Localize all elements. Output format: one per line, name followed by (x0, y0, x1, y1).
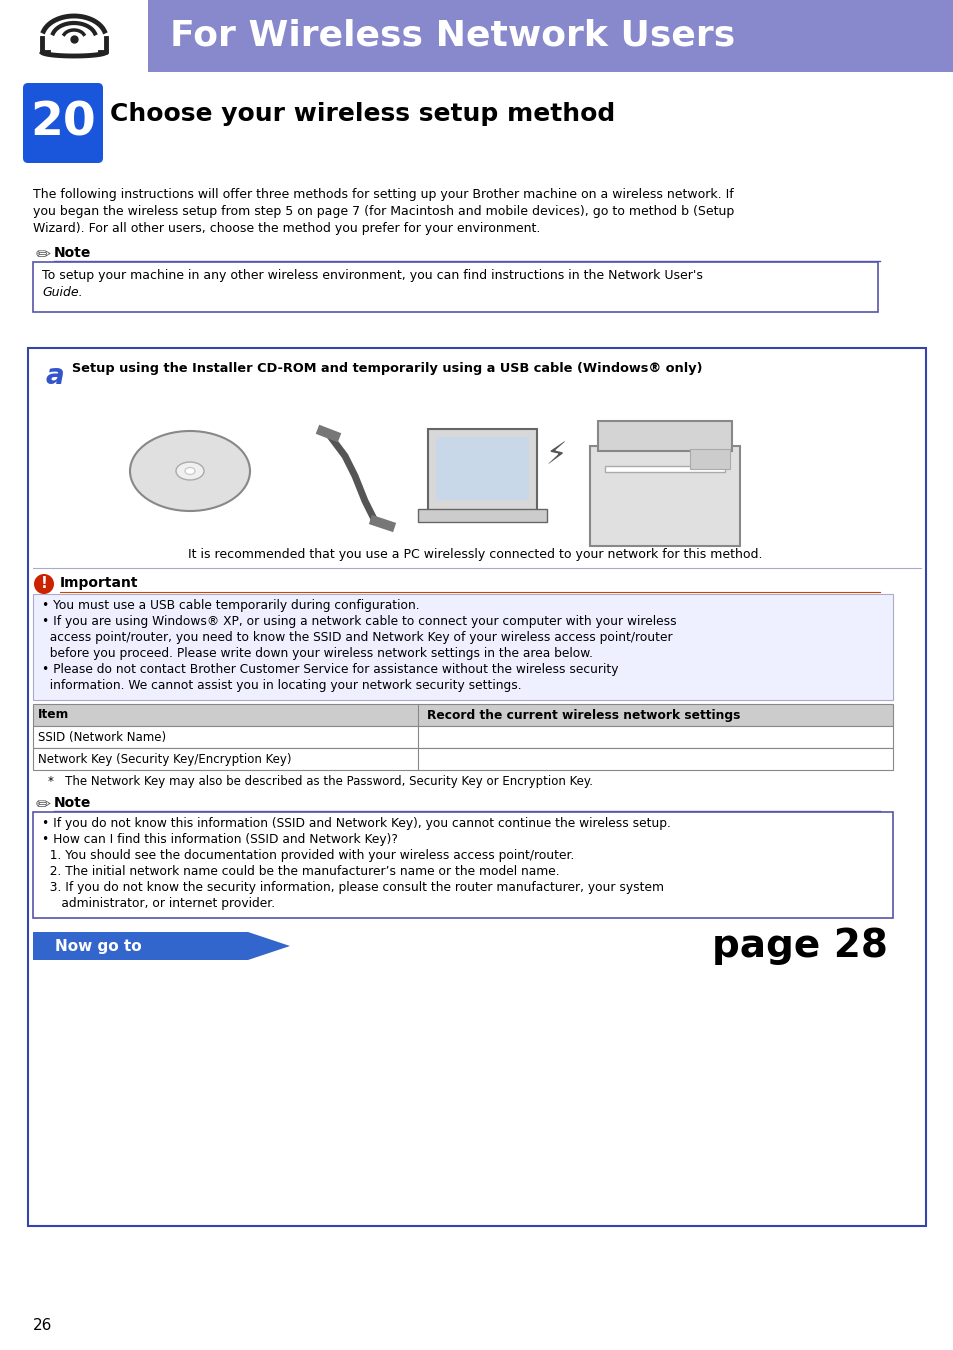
Ellipse shape (175, 462, 204, 481)
Text: administrator, or internet provider.: administrator, or internet provider. (42, 896, 274, 910)
Text: !: ! (41, 576, 48, 591)
Text: It is recommended that you use a PC wirelessly connected to your network for thi: It is recommended that you use a PC wire… (188, 548, 761, 562)
Text: SSID (Network Name): SSID (Network Name) (38, 730, 166, 744)
FancyBboxPatch shape (428, 429, 537, 512)
FancyBboxPatch shape (33, 703, 892, 726)
Text: The following instructions will offer three methods for setting up your Brother : The following instructions will offer th… (33, 188, 733, 201)
FancyBboxPatch shape (33, 748, 892, 770)
Ellipse shape (185, 467, 194, 474)
Text: Setup using the Installer CD-ROM and temporarily using a USB cable (Windows® onl: Setup using the Installer CD-ROM and tem… (71, 362, 701, 375)
Text: Choose your wireless setup method: Choose your wireless setup method (110, 103, 615, 126)
Text: Item: Item (38, 709, 70, 721)
FancyBboxPatch shape (33, 262, 877, 312)
FancyBboxPatch shape (33, 931, 248, 960)
Text: page 28: page 28 (711, 927, 887, 965)
FancyBboxPatch shape (604, 466, 724, 472)
FancyBboxPatch shape (28, 348, 925, 1226)
Text: before you proceed. Please write down your wireless network settings in the area: before you proceed. Please write down yo… (42, 647, 593, 660)
Text: • If you are using Windows® XP, or using a network cable to connect your compute: • If you are using Windows® XP, or using… (42, 616, 676, 628)
Text: 2. The initial network name could be the manufacturer’s name or the model name.: 2. The initial network name could be the… (42, 865, 559, 878)
FancyBboxPatch shape (23, 82, 103, 163)
Text: Record the current wireless network settings: Record the current wireless network sett… (427, 709, 740, 721)
FancyBboxPatch shape (417, 509, 546, 522)
Text: Now go to: Now go to (55, 938, 141, 953)
Text: Note: Note (54, 246, 91, 261)
FancyBboxPatch shape (436, 437, 529, 500)
FancyBboxPatch shape (0, 0, 148, 72)
Text: For Wireless Network Users: For Wireless Network Users (170, 19, 735, 53)
FancyBboxPatch shape (598, 421, 731, 451)
Text: ✏: ✏ (36, 246, 51, 265)
Text: To setup your machine in any other wireless environment, you can find instructio: To setup your machine in any other wirel… (42, 269, 702, 282)
Text: *   The Network Key may also be described as the Password, Security Key or Encry: * The Network Key may also be described … (48, 775, 593, 788)
Text: information. We cannot assist you in locating your network security settings.: information. We cannot assist you in loc… (42, 679, 521, 693)
Text: a: a (46, 362, 65, 390)
FancyBboxPatch shape (148, 0, 953, 72)
Text: Important: Important (60, 576, 138, 590)
Text: access point/router, you need to know the SSID and Network Key of your wireless : access point/router, you need to know th… (42, 630, 672, 644)
Text: • How can I find this information (SSID and Network Key)?: • How can I find this information (SSID … (42, 833, 397, 846)
Text: Guide.: Guide. (42, 286, 83, 298)
Text: Network Key (Security Key/Encryption Key): Network Key (Security Key/Encryption Key… (38, 752, 292, 765)
Polygon shape (248, 931, 290, 960)
Text: • Please do not contact Brother Customer Service for assistance without the wire: • Please do not contact Brother Customer… (42, 663, 618, 676)
Text: ⚡: ⚡ (544, 441, 566, 470)
Circle shape (34, 574, 54, 594)
FancyBboxPatch shape (589, 446, 740, 545)
Text: • If you do not know this information (SSID and Network Key), you cannot continu: • If you do not know this information (S… (42, 817, 670, 830)
Text: Note: Note (54, 796, 91, 810)
Text: 1. You should see the documentation provided with your wireless access point/rou: 1. You should see the documentation prov… (42, 849, 574, 863)
FancyBboxPatch shape (33, 726, 892, 748)
Text: Wizard). For all other users, choose the method you prefer for your environment.: Wizard). For all other users, choose the… (33, 221, 539, 235)
FancyBboxPatch shape (33, 594, 892, 701)
FancyBboxPatch shape (33, 811, 892, 918)
Text: 26: 26 (33, 1318, 52, 1332)
Text: 3. If you do not know the security information, please consult the router manufa: 3. If you do not know the security infor… (42, 882, 663, 894)
Text: 20: 20 (30, 100, 95, 146)
FancyBboxPatch shape (689, 450, 729, 468)
Text: ✏: ✏ (36, 796, 51, 814)
Text: • You must use a USB cable temporarily during configuration.: • You must use a USB cable temporarily d… (42, 599, 419, 612)
Ellipse shape (130, 431, 250, 512)
Text: you began the wireless setup from step 5 on page 7 (for Macintosh and mobile dev: you began the wireless setup from step 5… (33, 205, 734, 217)
